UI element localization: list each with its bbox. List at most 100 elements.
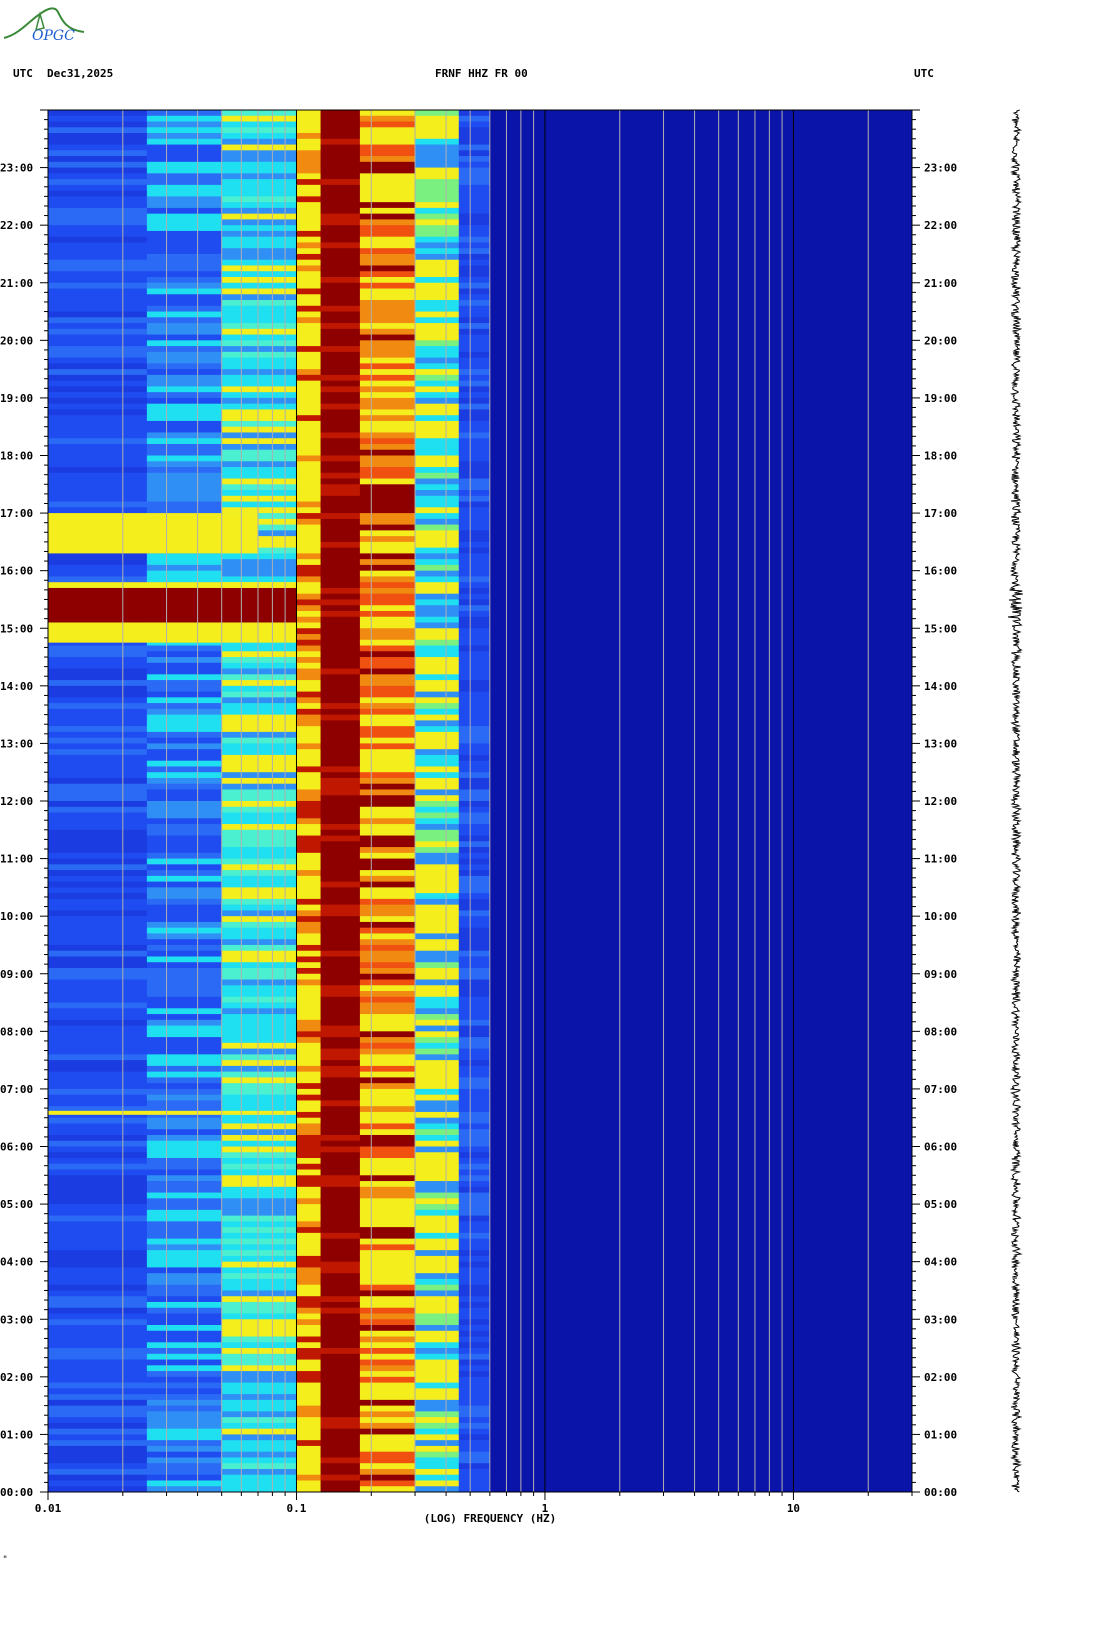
- band-cell: [221, 127, 297, 134]
- band-cell: [415, 720, 460, 727]
- band-cell: [359, 1048, 416, 1055]
- band-cell: [359, 415, 416, 422]
- band-cell: [296, 645, 322, 652]
- band-cell: [221, 1250, 297, 1257]
- band-cell: [415, 1152, 460, 1159]
- band-cell: [221, 1405, 297, 1412]
- band-cell: [458, 789, 491, 796]
- frequency-band-8: [489, 110, 912, 1492]
- band-cell: [458, 881, 491, 888]
- band-cell: [221, 1296, 297, 1303]
- band-cell: [48, 1146, 148, 1153]
- band-cell: [359, 190, 416, 197]
- band-cell: [221, 403, 297, 410]
- band-cell: [458, 720, 491, 727]
- band-cell: [296, 1238, 322, 1245]
- band-cell: [415, 967, 460, 975]
- band-cell: [415, 1463, 460, 1470]
- band-cell: [48, 1163, 148, 1170]
- y-tick-label-right: 02:00: [924, 1371, 957, 1384]
- band-cell: [458, 657, 491, 664]
- band-cell: [48, 720, 148, 727]
- band-cell: [146, 305, 223, 312]
- band-cell: [415, 921, 460, 929]
- band-cell: [359, 1250, 416, 1257]
- band-cell: [320, 1284, 361, 1291]
- band-cell: [296, 1134, 322, 1142]
- band-cell: [146, 1186, 223, 1193]
- band-cell: [320, 1031, 361, 1038]
- band-cell: [320, 743, 361, 750]
- band-cell: [359, 795, 416, 802]
- band-cell: [48, 777, 148, 785]
- band-cell: [296, 1037, 322, 1044]
- band-cell: [146, 1296, 223, 1303]
- band-cell: [320, 536, 361, 543]
- band-cell: [415, 415, 460, 422]
- band-cell: [221, 1169, 297, 1176]
- band-cell: [415, 443, 460, 451]
- band-cell: [359, 720, 416, 727]
- band-cell: [48, 230, 148, 238]
- y-tick-label-left: 07:00: [0, 1083, 33, 1096]
- band-cell: [146, 760, 223, 767]
- band-cell: [296, 190, 322, 197]
- band-cell: [48, 1071, 148, 1078]
- band-cell: [415, 1129, 460, 1136]
- band-cell: [458, 605, 491, 612]
- band-cell: [48, 881, 148, 888]
- band-cell: [221, 812, 297, 819]
- band-cell: [359, 1474, 416, 1481]
- band-cell: [415, 783, 460, 790]
- band-cell: [320, 173, 361, 180]
- band-cell: [146, 697, 223, 704]
- band-cell: [415, 1083, 460, 1090]
- band-cell: [221, 1382, 297, 1389]
- band-cell: [146, 1146, 223, 1153]
- band-cell: [458, 1301, 491, 1309]
- y-tick-label-right: 16:00: [924, 565, 957, 578]
- band-cell: [359, 363, 416, 370]
- band-cell: [146, 1037, 223, 1044]
- band-cell: [296, 490, 322, 497]
- band-cell: [415, 1140, 460, 1147]
- band-cell: [48, 202, 148, 209]
- band-cell: [415, 910, 460, 917]
- band-cell: [48, 708, 148, 716]
- band-cell: [296, 674, 322, 681]
- band-cell: [48, 1227, 148, 1234]
- band-cell: [48, 156, 148, 163]
- band-cell: [221, 944, 297, 952]
- band-cell: [458, 1169, 491, 1176]
- band-cell: [415, 1077, 460, 1084]
- band-cell: [458, 110, 491, 117]
- band-cell: [320, 1238, 361, 1245]
- band-cell: [296, 294, 322, 301]
- band-cell: [146, 409, 223, 416]
- band-cell: [415, 507, 460, 514]
- band-cell: [320, 415, 361, 422]
- band-cell: [48, 1106, 148, 1113]
- band-cell: [359, 443, 416, 451]
- band-cell: [415, 616, 460, 623]
- band-cell: [48, 1215, 148, 1222]
- band-cell: [359, 1181, 416, 1188]
- band-cell: [221, 1480, 297, 1487]
- band-cell: [221, 363, 297, 370]
- band-cell: [146, 1417, 223, 1424]
- frequency-band-5: [359, 110, 416, 1492]
- band-cell: [48, 1382, 148, 1389]
- band-cell: [458, 622, 491, 629]
- band-cell: [359, 985, 416, 992]
- band-cell: [48, 795, 148, 802]
- band-cell: [296, 1071, 322, 1078]
- band-cell: [221, 1411, 297, 1418]
- band-cell: [415, 898, 460, 906]
- band-cell: [146, 904, 223, 911]
- band-cell: [359, 731, 416, 739]
- band-cell: [320, 294, 361, 301]
- band-cell: [221, 852, 297, 859]
- band-cell: [296, 1146, 322, 1153]
- band-cell: [320, 933, 361, 940]
- y-tick-label-left: 01:00: [0, 1428, 33, 1441]
